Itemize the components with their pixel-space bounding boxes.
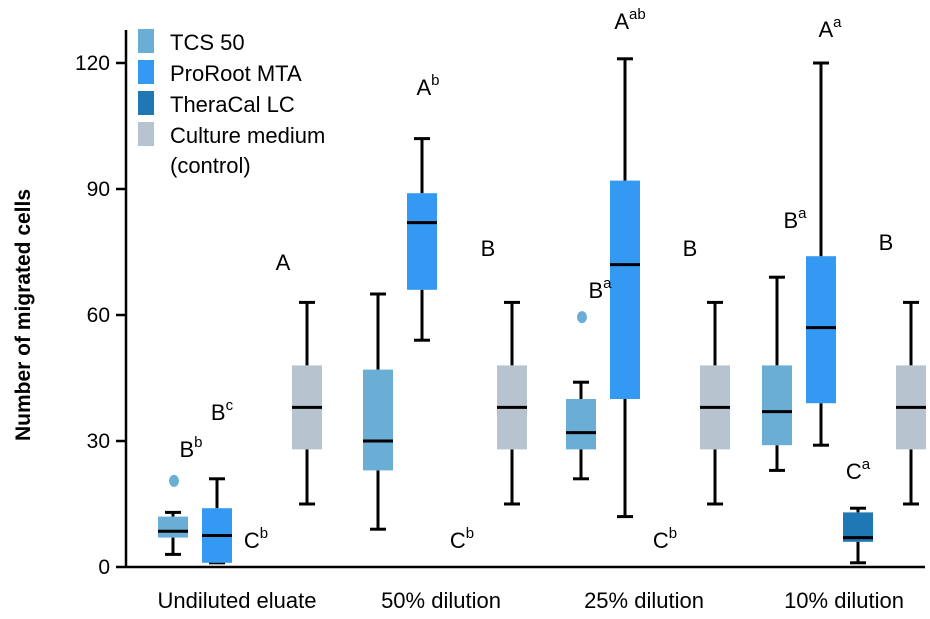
significance-letter: Bc [211, 397, 234, 425]
significance-superscript: a [798, 205, 807, 222]
box-layer [158, 57, 926, 565]
axis-layer: Number of migrated cells 0 30 60 90 120 Undil… [12, 30, 925, 613]
significance-letter: Cb [244, 525, 268, 553]
box-iqr [566, 399, 596, 450]
significance-letter: Cb [450, 525, 474, 553]
significance-letter: Ba [588, 275, 612, 303]
significance-letter: A [276, 250, 291, 275]
legend-swatch [138, 60, 154, 84]
legend-label: Culture medium [170, 123, 325, 148]
significance-superscript: a [862, 456, 871, 473]
legend: TCS 50 ProRoot MTA TheraCal LC Culture medi… [138, 29, 325, 178]
significance-superscript: b [194, 434, 202, 451]
significance-superscript: b [466, 525, 474, 542]
significance-letter: Aa [818, 14, 842, 42]
legend-label: TheraCal LC [170, 92, 295, 117]
significance-superscript: b [260, 525, 268, 542]
legend-label: TCS 50 [170, 30, 245, 55]
significance-letter: B [683, 236, 698, 261]
significance-superscript: b [431, 72, 439, 89]
legend-label: ProRoot MTA [170, 61, 302, 86]
y-tick-label: 30 [87, 430, 110, 453]
y-tick-label: 90 [87, 178, 110, 201]
significance-letter: Ba [783, 205, 807, 233]
significance-superscript: ab [629, 6, 646, 23]
significance-superscript: a [603, 275, 612, 292]
box-iqr [407, 193, 437, 290]
label-layer: Bb Ba Ba Bc Ab Aab Aa Cb Cb Cb Ca A B B B [179, 6, 893, 553]
x-category-label: 25% dilution [584, 588, 704, 613]
legend-swatch [138, 91, 154, 115]
significance-letter: Cb [653, 525, 677, 553]
x-category-label: 50% dilution [381, 588, 501, 613]
y-tick-label: 120 [75, 52, 110, 75]
outlier-point [577, 311, 587, 324]
legend-swatch [138, 29, 154, 53]
box-iqr [610, 180, 640, 399]
box-iqr [363, 369, 393, 471]
significance-letter: Aab [614, 6, 645, 34]
significance-letter: Ab [416, 72, 439, 100]
significance-letter: Ca [846, 456, 871, 484]
outlier-point [169, 474, 179, 487]
significance-letter: Bb [179, 434, 202, 462]
box-iqr [158, 516, 188, 538]
y-tick-label: 60 [87, 304, 110, 327]
box-iqr [762, 365, 792, 446]
significance-letter: B [481, 236, 496, 261]
significance-superscript: b [669, 525, 677, 542]
significance-superscript: a [833, 14, 842, 31]
y-axis-title: Number of migrated cells [12, 189, 35, 441]
y-tick-label: 0 [98, 556, 110, 579]
x-category-label: 10% dilution [784, 588, 904, 613]
x-category-label: Undiluted eluate [157, 588, 316, 613]
significance-superscript: c [226, 397, 234, 414]
significance-letter: B [879, 230, 894, 255]
box-iqr [806, 256, 836, 404]
legend-swatch [138, 122, 154, 146]
legend-label: (control) [170, 153, 251, 178]
